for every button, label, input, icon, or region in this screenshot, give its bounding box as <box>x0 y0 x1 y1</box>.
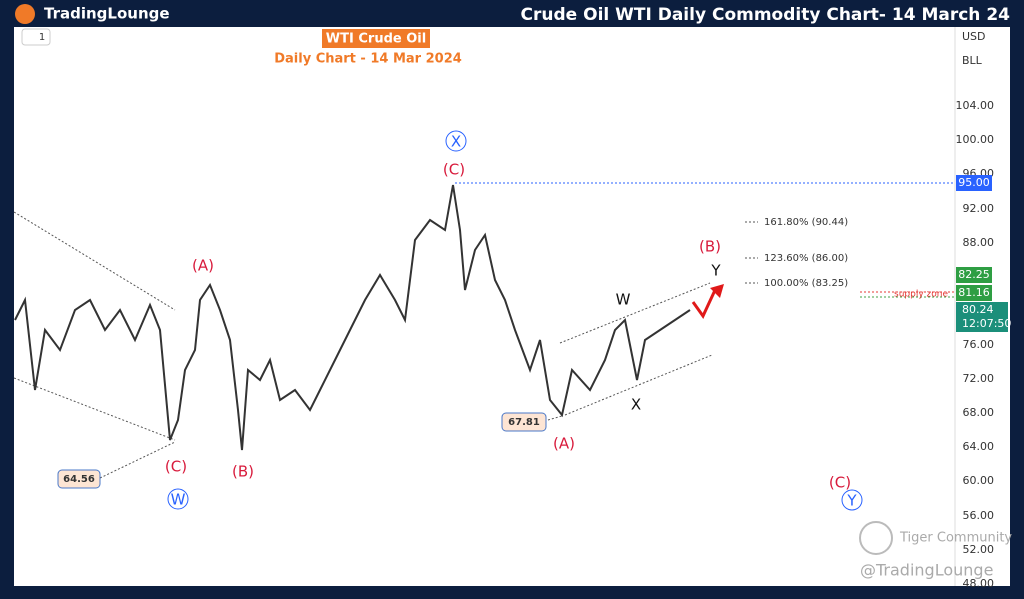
wave-label: (C) <box>443 161 465 179</box>
price-axis-label: 56.00 <box>963 509 995 522</box>
price-tag: 95.00 <box>958 176 990 189</box>
price-box: 67.81 <box>508 417 540 428</box>
wave-label: (C) <box>165 458 187 476</box>
price-axis-label: 68.00 <box>963 406 995 419</box>
price-axis-label: 48.00 <box>963 577 995 590</box>
wave-label: W <box>171 491 186 509</box>
wave-label: (B) <box>232 463 254 481</box>
price-axis-label: 60.00 <box>963 474 995 487</box>
price-axis-label: 88.00 <box>963 236 995 249</box>
price-tag: 82.25 <box>958 268 990 281</box>
price-axis-label: 76.00 <box>963 338 995 351</box>
price-axis-label: 64.00 <box>963 440 995 453</box>
wave-label: X <box>451 133 461 151</box>
fib-level: 123.60% (86.00) <box>764 253 848 264</box>
fib-level: 100.00% (83.25) <box>764 278 848 289</box>
unit[interactable]: BLL <box>962 54 983 67</box>
countdown: 12:07:50 <box>962 317 1011 330</box>
price-box: 64.56 <box>63 474 95 485</box>
wave-label: (C) <box>829 474 851 492</box>
price-tag: 80.24 <box>962 303 994 316</box>
wave-label: (A) <box>553 435 575 453</box>
fib-level: 161.80% (90.44) <box>764 217 848 228</box>
price-axis-label: 52.00 <box>963 543 995 556</box>
chart-title: WTI Crude Oil <box>326 32 426 47</box>
interval[interactable]: 1 <box>39 32 45 43</box>
currency[interactable]: USD <box>962 30 986 43</box>
price-tag: 81.16 <box>958 286 990 299</box>
wave-label: W <box>616 291 631 309</box>
wave-label: Y <box>710 262 721 280</box>
wave-label: (A) <box>192 257 214 275</box>
supply-zone: supply zone <box>894 290 948 300</box>
logo: TradingLounge <box>44 5 170 23</box>
chart-subtitle: Daily Chart - 14 Mar 2024 <box>274 52 462 67</box>
header-title: Crude Oil WTI Daily Commodity Chart- 14 … <box>521 5 1011 25</box>
price-axis-label: 104.00 <box>956 99 995 112</box>
wave-label: Y <box>846 492 857 510</box>
price-axis-label: 92.00 <box>963 202 995 215</box>
wave-label: X <box>631 396 641 414</box>
price-axis-label: 72.00 <box>963 372 995 385</box>
watermark: Tiger Community <box>899 531 1012 546</box>
wave-label: (B) <box>699 238 721 256</box>
price-axis-label: 100.00 <box>956 133 995 146</box>
watermark: @TradingLounge <box>860 561 993 580</box>
